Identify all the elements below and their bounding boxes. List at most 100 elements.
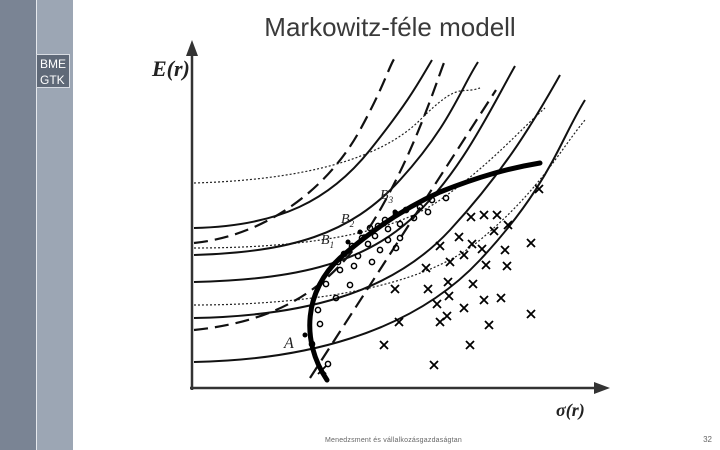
circle-marker	[384, 236, 392, 244]
circle-marker	[381, 216, 389, 224]
circle-marker	[308, 340, 316, 348]
x-marker	[390, 284, 400, 294]
x-marker	[421, 263, 431, 273]
x-marker	[466, 212, 476, 222]
circle-marker	[322, 280, 330, 288]
x-marker	[394, 317, 404, 327]
circle-marker	[336, 266, 344, 274]
footer-text: Menedzsment és vállalkozásgazdaságtan	[325, 437, 462, 444]
x-marker	[479, 295, 489, 305]
institution-badge: BME GTK	[36, 54, 70, 88]
x-marker	[317, 365, 327, 375]
x-marker	[492, 210, 502, 220]
circle-marker	[396, 220, 404, 228]
x-marker	[435, 241, 445, 251]
point-a	[302, 332, 308, 338]
slide-title: Markowitz-féle modell	[264, 12, 516, 42]
x-marker	[481, 260, 491, 270]
dashed-curve-1	[193, 55, 399, 245]
x-marker	[468, 279, 478, 289]
x-markers	[317, 184, 544, 375]
point-a-label: A	[283, 335, 294, 352]
x-marker	[423, 284, 433, 294]
dashed-curve-2	[193, 57, 447, 332]
x-marker	[503, 220, 513, 230]
circle-marker	[348, 242, 356, 250]
circle-marker	[354, 252, 362, 260]
x-marker	[444, 291, 454, 301]
x-marker	[459, 303, 469, 313]
page-number: 32	[703, 435, 712, 444]
x-marker	[502, 261, 512, 271]
x-axis-arrow	[594, 382, 610, 394]
circle-marker	[442, 194, 450, 202]
circle-marker	[332, 294, 340, 302]
circle-marker	[410, 214, 418, 222]
circle-marker	[324, 360, 332, 368]
indifference-curve-solid-5	[193, 99, 586, 363]
x-marker	[526, 238, 536, 248]
x-marker	[459, 250, 469, 260]
indifference-curve-dotted-1	[193, 87, 481, 184]
sidebar-divider	[36, 0, 37, 450]
x-marker	[465, 340, 475, 350]
x-marker	[445, 257, 455, 267]
efficient-frontier	[307, 160, 543, 383]
circle-marker	[428, 196, 436, 204]
circle-marker	[346, 281, 354, 289]
circle-marker	[371, 232, 379, 240]
badge-line-1: BME	[40, 57, 67, 71]
y-axis-arrow	[186, 40, 198, 56]
x-marker	[435, 317, 445, 327]
circle-marker	[376, 246, 384, 254]
x-marker	[379, 340, 389, 350]
x-marker	[526, 309, 536, 319]
badge-line-2: GTK	[40, 73, 65, 87]
x-marker	[477, 244, 487, 254]
indifference-curve-solid-2	[193, 61, 479, 256]
circle-marker	[424, 208, 432, 216]
circle-marker	[392, 210, 400, 218]
circle-marker	[340, 250, 348, 258]
circle-markers	[308, 194, 450, 368]
x-marker	[467, 239, 477, 249]
indifference-curve-solid-3	[193, 65, 516, 283]
circle-marker	[358, 234, 366, 242]
x-marker	[489, 226, 499, 236]
sidebar-dark-strip	[0, 0, 36, 450]
indifference-curve-solid-1	[193, 59, 433, 229]
circle-marker	[396, 234, 404, 242]
x-marker	[496, 293, 506, 303]
point-b2	[357, 229, 363, 235]
circle-marker	[374, 222, 382, 230]
circle-marker	[368, 258, 376, 266]
circle-marker	[416, 203, 424, 211]
circle-marker	[334, 258, 342, 266]
x-marker	[479, 210, 489, 220]
indifference-curve-solid-4	[193, 74, 561, 319]
x-marker	[484, 320, 494, 330]
y-axis-label: E(r)	[151, 56, 190, 81]
circle-marker	[366, 224, 374, 232]
circle-marker	[402, 206, 410, 214]
indifference-curve-dotted-3	[193, 119, 586, 306]
indifference-curve-dotted-2	[193, 107, 546, 249]
circle-marker	[384, 225, 392, 233]
circle-marker	[314, 306, 322, 314]
x-marker	[454, 232, 464, 242]
circle-marker	[364, 240, 372, 248]
point-b1-label: B1	[321, 233, 334, 250]
point-b1	[345, 239, 351, 245]
circle-marker	[392, 244, 400, 252]
dashed-line-3	[309, 89, 497, 379]
circle-marker	[316, 320, 324, 328]
x-marker	[429, 360, 439, 370]
x-marker	[432, 299, 442, 309]
point-b3-label: B3	[380, 188, 394, 205]
circle-marker	[350, 262, 358, 270]
point-b2-label: B2	[341, 212, 355, 229]
x-marker	[443, 277, 453, 287]
x-marker	[500, 245, 510, 255]
x-axis-label: σ(r)	[556, 400, 585, 421]
